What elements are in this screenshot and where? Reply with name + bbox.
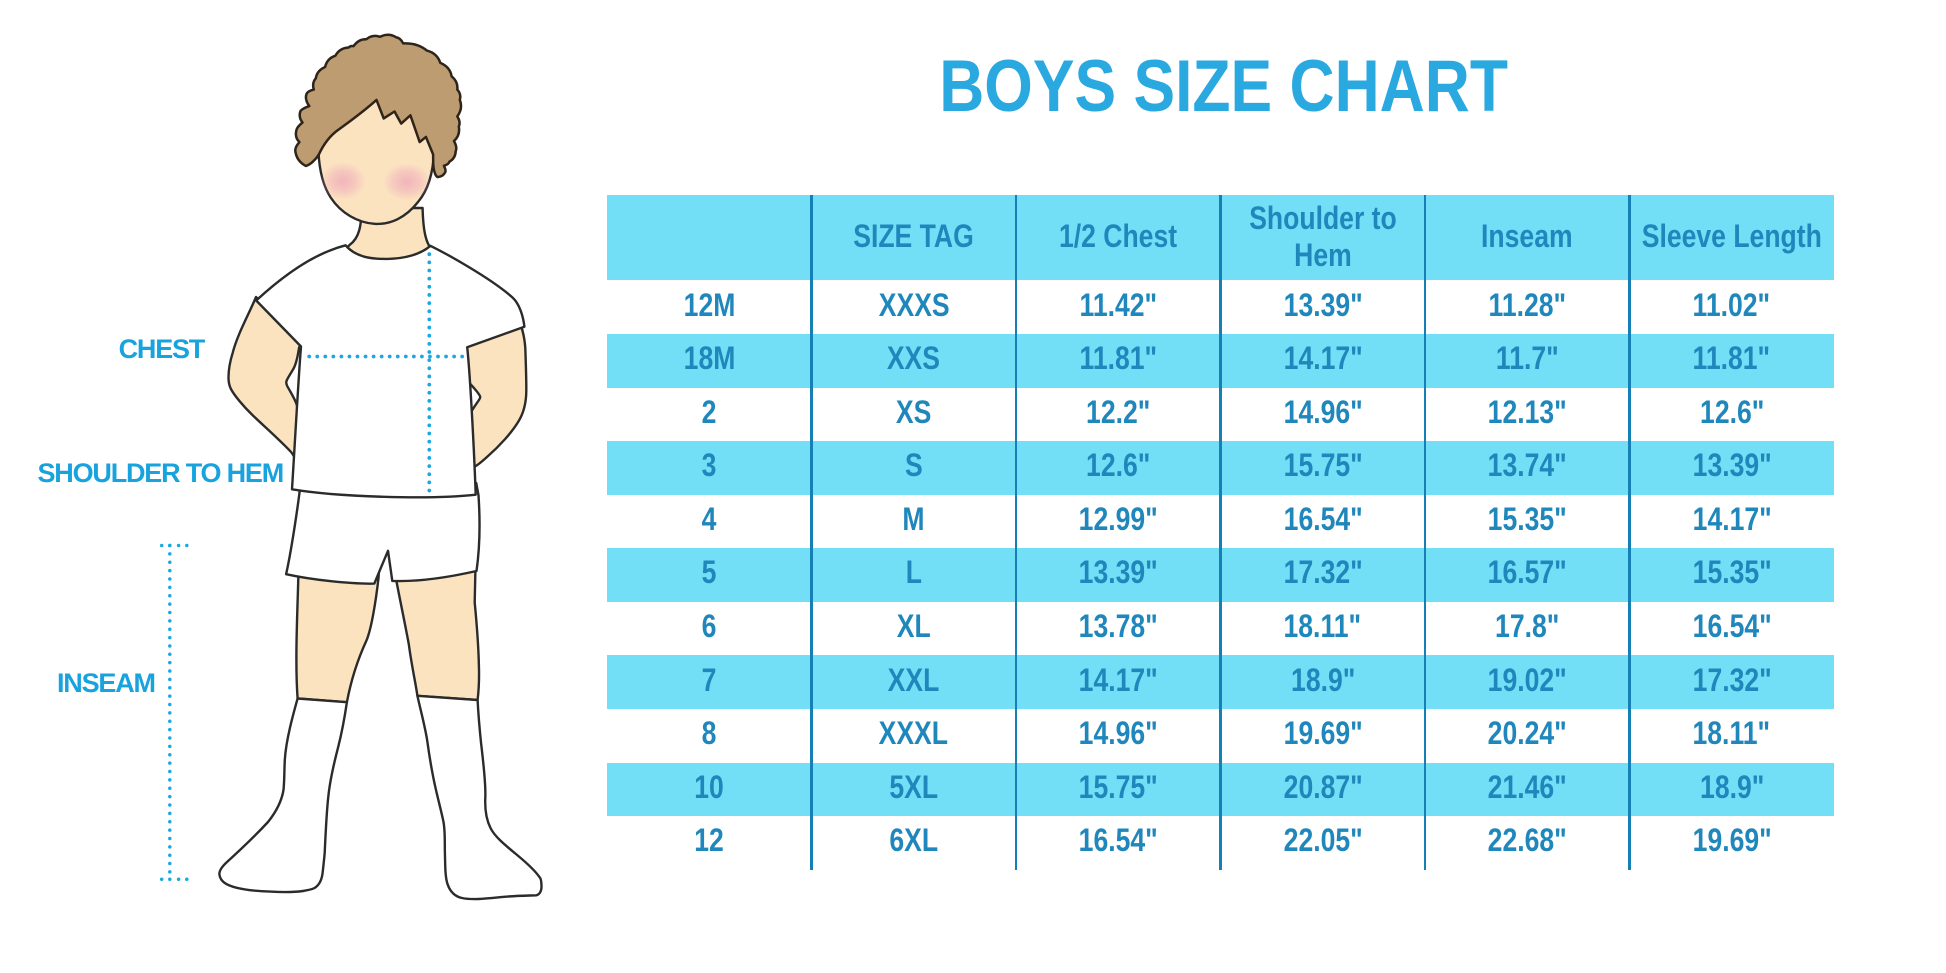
svg-text:SHOULDER TO HEM: SHOULDER TO HEM	[38, 458, 284, 488]
svg-text:CHEST: CHEST	[119, 334, 206, 364]
svg-text:INSEAM: INSEAM	[57, 668, 155, 698]
